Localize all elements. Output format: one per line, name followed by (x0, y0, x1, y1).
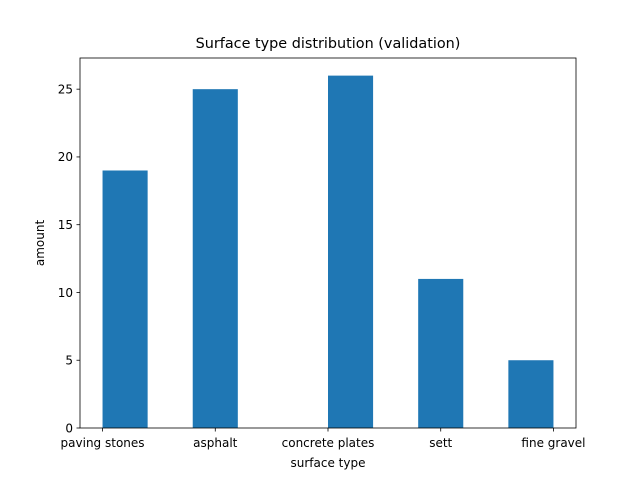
y-tick-label-5: 25 (58, 82, 73, 96)
y-axis-label: amount (33, 220, 47, 267)
x-tick-label-3: sett (429, 436, 452, 450)
y-tick-label-0: 0 (65, 421, 73, 435)
y-tick-label-1: 5 (65, 354, 73, 368)
y-tick-label-4: 20 (58, 150, 73, 164)
bar-1 (192, 89, 238, 429)
bar-4 (508, 360, 554, 428)
chart-title: Surface type distribution (validation) (196, 36, 461, 52)
y-tick-label-2: 10 (58, 286, 73, 300)
bar-3 (418, 278, 464, 428)
bar-0 (102, 170, 148, 428)
bar-2 (328, 75, 374, 428)
x-tick-label-1: asphalt (193, 436, 238, 450)
y-axis: 0 5 10 15 20 25 (58, 82, 80, 435)
x-axis-label: surface type (291, 456, 366, 470)
x-tick-label-2: concrete plates (282, 436, 375, 450)
x-axis: paving stones asphalt concrete plates sett f… (61, 428, 586, 450)
y-tick-label-3: 15 (58, 218, 73, 232)
plot-frame (79, 57, 577, 429)
bars-group (102, 75, 554, 429)
x-tick-label-4: fine gravel (521, 436, 585, 450)
x-tick-label-0: paving stones (61, 436, 145, 450)
